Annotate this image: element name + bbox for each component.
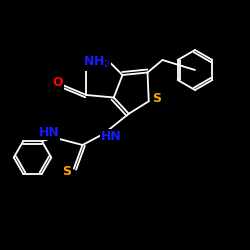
Text: S: S xyxy=(152,92,161,105)
Text: NH$_2$: NH$_2$ xyxy=(82,55,110,70)
Text: HN: HN xyxy=(38,126,59,139)
Text: O: O xyxy=(52,76,63,89)
Text: HN: HN xyxy=(101,130,121,143)
Text: S: S xyxy=(62,165,71,178)
